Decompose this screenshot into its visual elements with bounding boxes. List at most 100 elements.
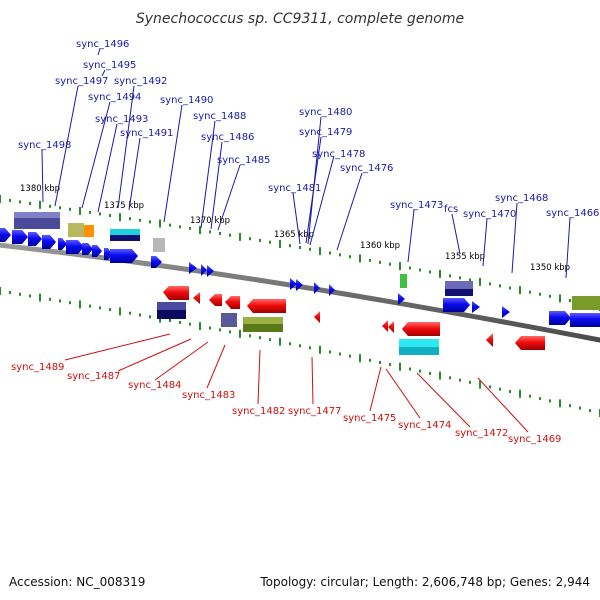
reverse-gene[interactable]: [382, 320, 388, 332]
feature-box[interactable]: [157, 302, 186, 310]
forward-gene[interactable]: [58, 238, 67, 250]
reverse-gene[interactable]: [193, 292, 200, 304]
forward-gene[interactable]: [329, 284, 335, 296]
gene-label-sync-1472[interactable]: sync_1472: [455, 428, 508, 439]
feature-box[interactable]: [399, 339, 439, 347]
gene-label-sync-1495[interactable]: sync_1495: [83, 60, 136, 71]
reverse-gene[interactable]: [314, 311, 320, 323]
reverse-gene[interactable]: [388, 321, 394, 333]
reverse-gene[interactable]: [209, 294, 222, 306]
reverse-gene[interactable]: [225, 296, 240, 309]
major-tick: [199, 322, 201, 331]
gene-label-sync-1469[interactable]: sync_1469: [508, 434, 561, 445]
minor-tick: [109, 308, 111, 312]
feature-box[interactable]: [445, 281, 473, 289]
gene-label-sync-1498[interactable]: sync_1498: [18, 140, 71, 151]
forward-leaders: [41, 48, 571, 279]
forward-gene[interactable]: [314, 282, 320, 294]
gene-label-sync-1487[interactable]: sync_1487: [67, 371, 120, 382]
gene-label-sync-1477[interactable]: sync_1477: [288, 406, 341, 417]
reverse-gene[interactable]: [247, 299, 286, 313]
forward-gene[interactable]: [472, 301, 480, 313]
gene-label-sync-1489[interactable]: sync_1489: [11, 362, 64, 373]
gene-label-sync-1481[interactable]: sync_1481: [268, 183, 321, 194]
feature-box[interactable]: [157, 310, 186, 319]
minor-tick: [169, 223, 171, 227]
feature-track-outer: [14, 212, 600, 310]
minor-tick: [69, 207, 71, 211]
minor-tick: [309, 247, 311, 251]
feature-box[interactable]: [14, 212, 60, 218]
feature-box[interactable]: [110, 229, 140, 235]
feature-box[interactable]: [68, 223, 84, 237]
minor-tick: [149, 315, 151, 319]
reverse-gene[interactable]: [402, 322, 440, 336]
forward-gene[interactable]: [549, 311, 571, 325]
forward-gene[interactable]: [12, 230, 28, 244]
forward-gene[interactable]: [207, 265, 214, 277]
forward-gene[interactable]: [201, 264, 207, 276]
minor-tick: [289, 244, 291, 248]
minor-tick: [419, 268, 421, 272]
gene-label-sync-1488[interactable]: sync_1488: [193, 111, 246, 122]
gene-label-sync-1497[interactable]: sync_1497: [55, 76, 108, 87]
forward-gene[interactable]: [296, 279, 303, 291]
feature-box[interactable]: [84, 225, 94, 237]
minor-tick: [549, 399, 551, 403]
gene-label-sync-1496[interactable]: sync_1496: [76, 39, 129, 50]
gene-label-sync-1466[interactable]: sync_1466: [546, 208, 599, 219]
forward-gene[interactable]: [42, 235, 56, 249]
gene-label-sync-1482[interactable]: sync_1482: [232, 406, 285, 417]
gene-label-sync-1476[interactable]: sync_1476: [340, 163, 393, 174]
forward-gene[interactable]: [66, 240, 84, 254]
gene-label-sync-1480[interactable]: sync_1480: [299, 107, 352, 118]
forward-gene[interactable]: [443, 298, 470, 312]
feature-box[interactable]: [243, 317, 283, 324]
forward-gene[interactable]: [570, 313, 600, 327]
gene-label-sync-1475[interactable]: sync_1475: [343, 413, 396, 424]
gene-label-sync-1490[interactable]: sync_1490: [160, 95, 213, 106]
feature-box[interactable]: [400, 274, 407, 288]
forward-gene[interactable]: [0, 228, 11, 242]
feature-box[interactable]: [572, 296, 600, 310]
gene-label-sync-1491[interactable]: sync_1491: [120, 128, 173, 139]
gene-label-sync-1474[interactable]: sync_1474: [398, 420, 451, 431]
gene-label-sync-1483[interactable]: sync_1483: [182, 390, 235, 401]
feature-box[interactable]: [243, 324, 283, 332]
forward-gene[interactable]: [502, 306, 510, 318]
feature-box[interactable]: [110, 235, 140, 241]
gene-label-sync-1486[interactable]: sync_1486: [201, 132, 254, 143]
gene-label-sync-1494[interactable]: sync_1494: [88, 92, 141, 103]
forward-gene[interactable]: [151, 256, 162, 268]
gene-label-sync-1478[interactable]: sync_1478: [312, 149, 365, 160]
gene-label-sync-1484[interactable]: sync_1484: [128, 380, 181, 391]
forward-gene[interactable]: [92, 245, 102, 257]
forward-gene[interactable]: [398, 293, 405, 305]
gene-label-fcs[interactable]: fcs: [444, 204, 458, 215]
gene-label-sync-1493[interactable]: sync_1493: [95, 114, 148, 125]
forward-gene[interactable]: [28, 232, 42, 246]
reverse-gene[interactable]: [163, 286, 189, 300]
feature-box[interactable]: [153, 238, 165, 252]
minor-tick: [99, 212, 101, 216]
forward-gene[interactable]: [189, 262, 197, 274]
gene-label-sync-1479[interactable]: sync_1479: [299, 127, 352, 138]
gene-label-sync-1485[interactable]: sync_1485: [217, 155, 270, 166]
gene-label-sync-1492[interactable]: sync_1492: [114, 76, 167, 87]
feature-box[interactable]: [445, 289, 473, 296]
forward-gene[interactable]: [110, 249, 138, 263]
major-tick: [559, 399, 561, 408]
forward-gene[interactable]: [290, 278, 297, 290]
forward-gene[interactable]: [82, 243, 93, 255]
minor-tick: [89, 304, 91, 308]
feature-box[interactable]: [399, 347, 439, 355]
reverse-gene[interactable]: [515, 336, 545, 350]
minor-tick: [69, 301, 71, 305]
gene-label-sync-1468[interactable]: sync_1468: [495, 193, 548, 204]
major-tick: [399, 362, 401, 371]
major-tick: [239, 232, 241, 241]
gene-label-sync-1470[interactable]: sync_1470: [463, 209, 516, 220]
gene-label-sync-1473[interactable]: sync_1473: [390, 200, 443, 211]
feature-box[interactable]: [221, 313, 237, 327]
reverse-gene[interactable]: [486, 333, 493, 347]
